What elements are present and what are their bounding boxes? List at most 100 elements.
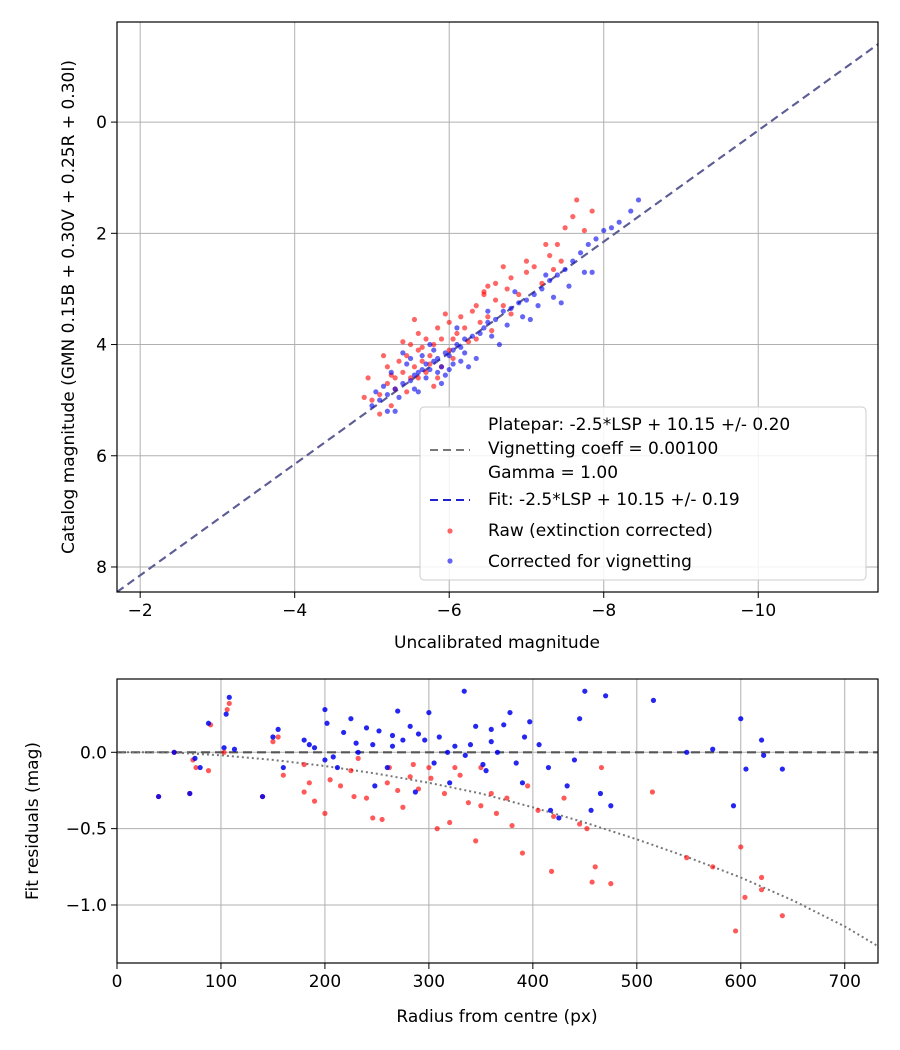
legend-swatch-corrected — [447, 558, 453, 564]
legend-label-corrected: Corrected for vignetting — [488, 552, 692, 572]
corrected-residual-point — [259, 793, 266, 800]
raw-residual-point — [465, 800, 471, 806]
corrected-residual-point — [372, 783, 378, 789]
legend-box — [419, 406, 867, 581]
corrected-residual-point — [353, 740, 359, 746]
corrected-point — [438, 364, 445, 370]
raw-residual-point — [275, 734, 281, 740]
raw-residual-point — [758, 874, 765, 881]
corrected-residual-point — [389, 732, 396, 739]
corrected-residual-point — [444, 749, 451, 755]
corrected-point — [539, 286, 545, 292]
corrected-residual-point — [370, 742, 376, 748]
bottom-y-axis-label: Fit residuals (mag) — [23, 742, 43, 900]
raw-point — [450, 336, 456, 342]
corrected-residual-point — [301, 737, 307, 743]
corrected-residual-point — [743, 766, 749, 772]
raw-point — [400, 339, 406, 345]
corrected-residual-point — [650, 697, 657, 703]
raw-point — [435, 375, 441, 381]
corrected-residual-point — [545, 764, 552, 771]
raw-point — [431, 341, 437, 348]
corrected-residual-point — [322, 706, 328, 713]
corrected-point — [427, 341, 433, 348]
raw-residual-point — [400, 804, 406, 810]
corrected-point — [481, 325, 487, 331]
corrected-residual-point — [280, 764, 286, 771]
top-x-tick-label: −2 — [128, 601, 153, 621]
corrected-residual-point — [473, 723, 479, 729]
top-x-tick-label: −6 — [437, 601, 462, 621]
corrected-point — [415, 369, 421, 375]
corrected-residual-point — [564, 783, 570, 789]
corrected-residual-point — [407, 723, 413, 729]
corrected-point — [384, 391, 391, 398]
raw-point — [492, 280, 499, 286]
raw-point — [504, 286, 510, 292]
corrected-point — [477, 330, 483, 337]
raw-residual-point — [270, 739, 276, 745]
corrected-residual-point — [588, 807, 594, 813]
raw-point — [400, 369, 406, 375]
raw-point — [377, 411, 383, 417]
corrected-point — [566, 283, 572, 289]
corrected-residual-point — [384, 764, 390, 771]
top-y-tick-label: 8 — [96, 558, 107, 578]
raw-point — [562, 225, 568, 231]
corrected-residual-point — [197, 764, 203, 771]
raw-point — [427, 361, 433, 367]
raw-point — [411, 316, 418, 323]
corrected-point — [458, 358, 464, 364]
top-x-tick-label: −10 — [740, 601, 776, 621]
corrected-residual-point — [270, 734, 276, 740]
corrected-residual-point — [311, 745, 318, 751]
corrected-residual-point — [571, 757, 578, 763]
raw-residual-point — [779, 913, 785, 919]
raw-point — [388, 403, 394, 409]
corrected-point — [562, 266, 568, 273]
raw-residual-point — [561, 795, 567, 801]
raw-point — [508, 275, 514, 281]
raw-point — [446, 347, 452, 353]
corrected-residual-point — [462, 752, 468, 758]
raw-point — [392, 375, 398, 381]
corrected-point — [435, 369, 441, 375]
corrected-residual-point — [275, 726, 281, 732]
corrected-residual-point — [334, 764, 340, 771]
raw-point — [473, 336, 479, 342]
bottom-x-axis-label: Radius from centre (px) — [396, 1007, 597, 1027]
raw-point — [477, 319, 483, 325]
corrected-point — [407, 378, 414, 384]
raw-residual-point — [351, 793, 357, 800]
corrected-residual-point — [400, 737, 406, 743]
legend-swatch-raw — [447, 528, 453, 534]
corrected-point — [520, 314, 526, 320]
corrected-residual-point — [730, 803, 737, 809]
corrected-residual-point — [507, 709, 513, 716]
corrected-point — [411, 386, 418, 392]
raw-point — [442, 311, 448, 317]
corrected-point — [458, 344, 464, 350]
raw-point — [423, 336, 429, 342]
raw-residual-point — [428, 775, 434, 781]
corrected-residual-point — [761, 752, 767, 758]
corrected-residual-point — [710, 746, 716, 752]
corrected-residual-point — [324, 720, 330, 726]
corrected-residual-point — [431, 760, 437, 766]
corrected-residual-point — [480, 761, 486, 768]
raw-point — [384, 380, 391, 387]
raw-point — [465, 339, 472, 345]
corrected-point — [392, 408, 398, 414]
raw-residual-point — [322, 810, 328, 816]
corrected-residual-point — [483, 768, 489, 774]
top-y-tick-label: 6 — [96, 447, 107, 467]
corrected-residual-point — [738, 716, 744, 722]
corrected-residual-point — [684, 749, 690, 755]
raw-point — [462, 325, 468, 331]
top-y-tick-label: 2 — [96, 224, 107, 244]
corrected-point — [400, 380, 406, 387]
corrected-point — [500, 308, 506, 314]
raw-point — [570, 214, 576, 220]
raw-residual-point — [205, 768, 212, 774]
corrected-point — [423, 375, 429, 381]
